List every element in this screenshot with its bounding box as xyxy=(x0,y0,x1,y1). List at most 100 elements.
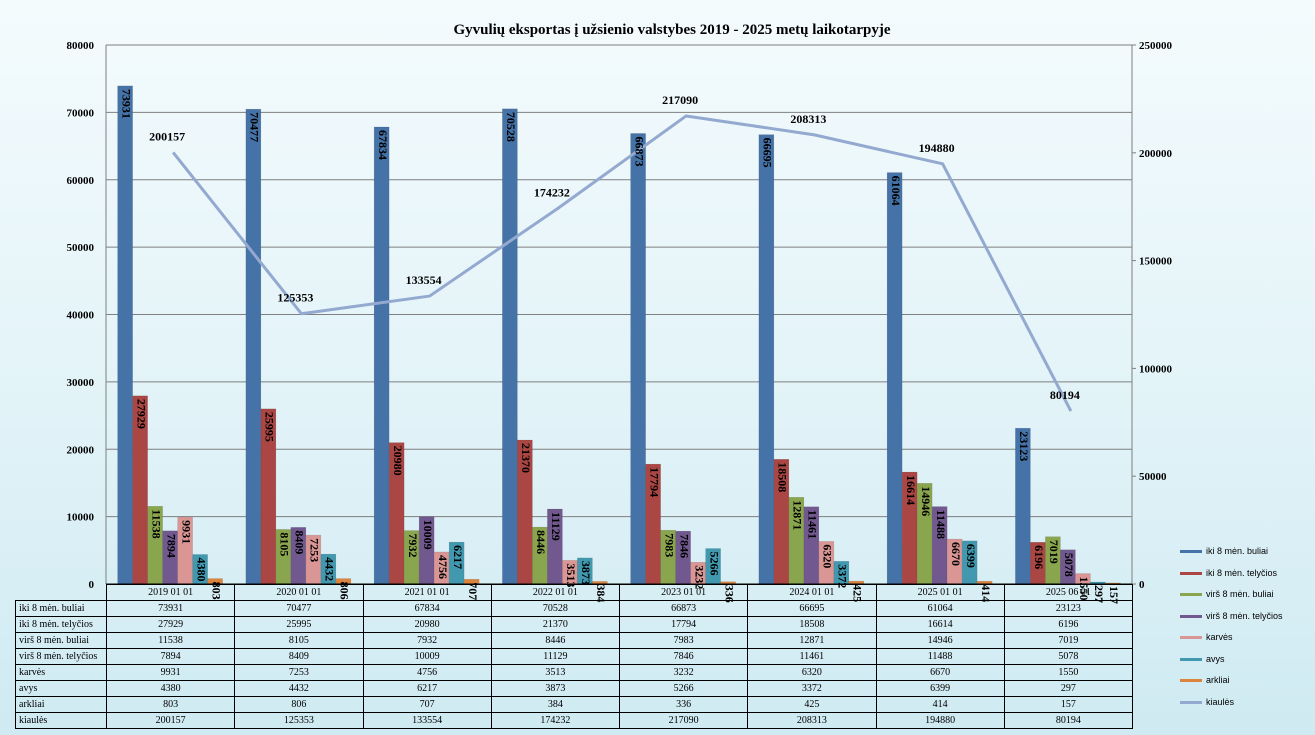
category-label: 2021 01 01 xyxy=(362,584,492,601)
bar xyxy=(502,108,518,585)
bar-value-label: 6670 xyxy=(949,542,963,566)
bar-value-label: 73931 xyxy=(119,89,133,119)
bar-value-label: 20980 xyxy=(391,446,405,476)
table-cell: 11129 xyxy=(490,648,621,665)
line-value-label: 194880 xyxy=(919,141,955,155)
table-cell: 80194 xyxy=(1003,712,1134,729)
y-right-tick-label: 200000 xyxy=(1139,148,1173,160)
category-label: 2025 01 01 xyxy=(875,584,1005,601)
legend-label: avys xyxy=(1206,653,1225,664)
table-row: virš 8 mėn. telyčios 7894 8409 10009 11129 78… xyxy=(15,648,1134,665)
bar-value-label: 14946 xyxy=(919,486,933,516)
bar xyxy=(373,126,390,585)
table-cell: 11488 xyxy=(875,648,1005,665)
table-cell: 6320 xyxy=(747,664,877,681)
y-left-tick-label: 60000 xyxy=(67,175,95,187)
bar-value-label: 27929 xyxy=(134,399,148,429)
table-cell: 27929 xyxy=(105,616,236,633)
line-value-label: 208313 xyxy=(790,112,826,126)
y-right-tick-label: 250000 xyxy=(1139,40,1173,52)
bar-value-label: 23123 xyxy=(1017,431,1031,461)
table-cell: 200157 xyxy=(105,712,236,729)
table-cell: 297 xyxy=(1003,680,1134,697)
table-cell: 61064 xyxy=(875,600,1005,617)
bar-value-label: 7983 xyxy=(662,533,676,557)
table-cell: 336 xyxy=(618,696,749,713)
table-cell: 12871 xyxy=(747,632,877,649)
kiaules-line xyxy=(171,114,1073,412)
bar-value-label: 6217 xyxy=(451,545,465,569)
bar xyxy=(245,108,262,585)
table-row-label: arkliai xyxy=(15,696,107,713)
bar-value-label: 3513 xyxy=(564,563,578,587)
bar-value-label: 16614 xyxy=(904,475,918,505)
bar-value-label: 8409 xyxy=(293,530,307,554)
table-corner xyxy=(15,584,107,601)
table-cell: 23123 xyxy=(1003,600,1134,617)
bar-value-label: 9931 xyxy=(179,520,193,544)
chart-title: Gyvulių eksportas į užsienio valstybes 2… xyxy=(453,22,890,38)
table-cell: 7846 xyxy=(618,648,749,665)
category-label: 2024 01 01 xyxy=(747,584,877,601)
table-row-label: virš 8 mėn. telyčios xyxy=(15,648,107,665)
bar xyxy=(886,172,903,585)
y-left-tick-label: 10000 xyxy=(67,512,95,524)
table-cell: 5078 xyxy=(1003,648,1134,665)
table-row: virš 8 mėn. buliai 11538 8105 7932 8446 7983 1… xyxy=(15,632,1134,649)
table-row: arkliai 803 806 707 384 336 425 414 157 xyxy=(15,696,1134,713)
table-cell: 194880 xyxy=(875,712,1005,729)
bar-value-label: 8446 xyxy=(534,530,548,554)
table-cell: 66873 xyxy=(618,600,749,617)
y-right-tick-label: 150000 xyxy=(1139,256,1173,268)
bar-value-label: 3232 xyxy=(692,565,706,589)
legend-swatch xyxy=(1180,657,1202,661)
bar-value-label: 6320 xyxy=(821,544,835,568)
bar-value-label: 21370 xyxy=(519,443,533,473)
category-label: 2022 01 01 xyxy=(490,584,621,601)
table-row-label: virš 8 mėn. buliai xyxy=(15,632,107,649)
bar-value-label: 3372 xyxy=(836,564,850,588)
bar-value-label: 11538 xyxy=(149,509,163,538)
bar-value-label: 11129 xyxy=(549,512,563,541)
table-cell: 6399 xyxy=(875,680,1005,697)
table-cell: 8446 xyxy=(490,632,621,649)
bar-value-label: 18508 xyxy=(776,462,790,492)
bar-value-label: 6399 xyxy=(964,544,978,568)
table-cell: 217090 xyxy=(618,712,749,729)
table-cell: 157 xyxy=(1003,696,1134,713)
bar-value-label: 70477 xyxy=(248,112,262,142)
bar-value-label: 4380 xyxy=(194,557,208,581)
bar-value-label: 4756 xyxy=(436,555,450,579)
table-cell: 6196 xyxy=(1003,616,1134,633)
table-cell: 6217 xyxy=(362,680,492,697)
line-value-label: 133554 xyxy=(406,273,442,287)
bar xyxy=(758,134,775,585)
table-cell: 17794 xyxy=(618,616,749,633)
table-cell: 414 xyxy=(875,696,1005,713)
data-labels: 73931 70477 67834 70528 66873 66695 61064 23123… xyxy=(119,89,1121,604)
bar-value-label: 3873 xyxy=(579,561,593,585)
bar-value-label: 67834 xyxy=(376,130,390,160)
table-cell: 1550 xyxy=(1003,664,1134,681)
table-cell: 7253 xyxy=(234,664,364,681)
table-row-label: iki 8 mėn. buliai xyxy=(15,600,107,617)
table-cell: 14946 xyxy=(875,632,1005,649)
bar-value-label: 6196 xyxy=(1032,545,1046,569)
table-cell: 7932 xyxy=(362,632,492,649)
table-cell: 4756 xyxy=(362,664,492,681)
bar xyxy=(117,85,133,585)
bar-value-label: 12871 xyxy=(791,500,805,530)
legend-label: iki 8 mėn. telyčios xyxy=(1206,567,1278,578)
table-cell: 25995 xyxy=(234,616,364,633)
table-cell: 7019 xyxy=(1003,632,1134,649)
bar-value-label: 8105 xyxy=(278,532,292,556)
category-label: 2020 01 01 xyxy=(234,584,364,601)
legend-swatch xyxy=(1180,636,1202,639)
bar-value-label: 10009 xyxy=(421,520,435,550)
table-cell: 208313 xyxy=(747,712,877,729)
category-label: 2019 01 01 xyxy=(105,584,236,601)
legend-label: arkliai xyxy=(1206,675,1230,685)
bar-value-label: 11488 xyxy=(934,510,948,539)
legend-label: kiaulės xyxy=(1206,696,1235,707)
bar-value-label: 7932 xyxy=(406,534,420,558)
